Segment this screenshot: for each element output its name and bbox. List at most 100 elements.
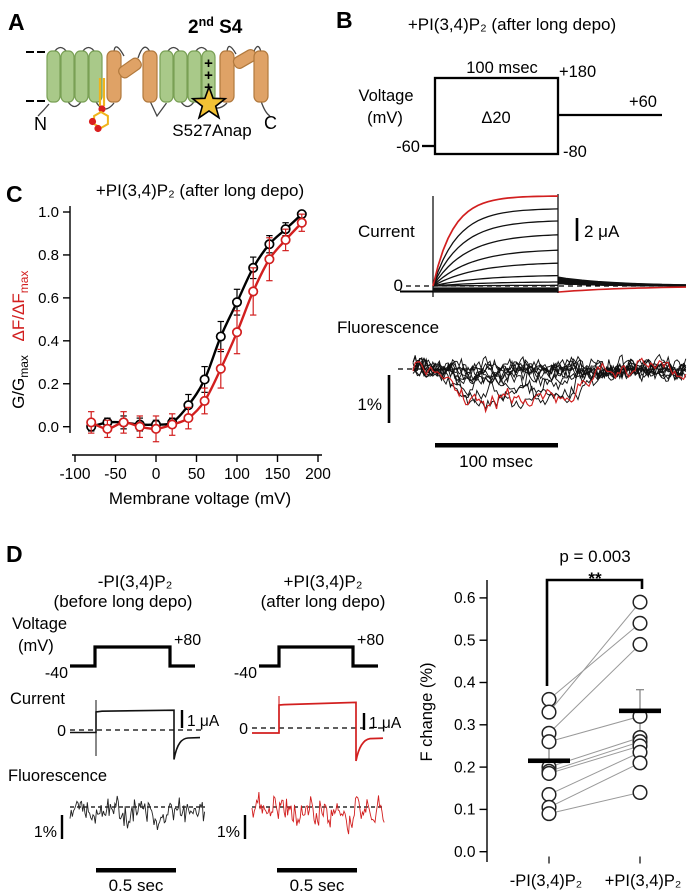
pair-line	[548, 601, 641, 713]
y-tick-label: 0.2	[454, 759, 476, 776]
x-tick-label: -50	[104, 466, 127, 483]
fluor-scalebar-label: 1%	[357, 395, 382, 414]
x-tick-label: 100	[224, 466, 250, 483]
tm-helix-green	[74, 50, 89, 103]
current-trace	[432, 281, 558, 287]
panel-b-title: +PI(3,4)P₂ (after long depo)	[408, 15, 616, 34]
y-tick-label: 0.0	[38, 419, 59, 436]
current-trace	[432, 208, 559, 287]
x-tick-label: 150	[265, 466, 291, 483]
data-point-right	[632, 636, 648, 652]
current-zero-left: 0	[57, 723, 66, 740]
y-tick-label: 0.6	[454, 590, 476, 607]
category-label-left: -PI(3,4)P₂	[510, 872, 582, 890]
current-trace	[432, 284, 558, 287]
data-point-right	[632, 594, 648, 610]
panel-d-traces: D -PI(3,4)P₂ (before long depo) +PI(3,4)…	[6, 541, 402, 895]
data-point	[199, 374, 210, 385]
current-scalebar-label-left: 1 μA	[187, 713, 220, 730]
vhold-label: -60	[396, 138, 420, 156]
inter-domain-loop	[149, 100, 168, 118]
panel-c: C +PI(3,4)P₂ (after long depo) ΔF/ΔFmax …	[6, 181, 331, 508]
data-point	[280, 234, 291, 245]
current-trace	[432, 249, 559, 287]
fluor-scalebar-label-right: 1%	[217, 824, 240, 841]
panel-c-title: +PI(3,4)P₂ (after long depo)	[96, 181, 304, 200]
timebar	[435, 443, 558, 448]
pair-line	[548, 751, 641, 796]
loop	[137, 46, 151, 59]
condition-right-title-2: (after long depo)	[261, 592, 386, 611]
anap-site-label: S527Anap	[172, 121, 251, 140]
voltage-axis-label-1: Voltage	[12, 615, 67, 633]
data-point	[296, 217, 307, 228]
data-point	[183, 413, 194, 424]
panel-b-protocol: B +PI(3,4)P₂ (after long depo) 100 msec …	[336, 7, 662, 161]
panel-d-label: D	[6, 541, 23, 567]
tm-helix-orange	[142, 50, 158, 103]
panel-b-label: B	[336, 7, 353, 33]
tm-helix-green	[173, 50, 188, 103]
condition-left-title-1: -PI(3,4)P₂	[98, 572, 173, 591]
plus-charge: +	[204, 67, 213, 84]
voltage-axis-label-2: (mV)	[18, 637, 54, 655]
current-trace	[432, 234, 559, 287]
data-point-right	[632, 784, 648, 801]
plus-charge: +	[204, 55, 213, 72]
current-trace-red	[252, 701, 384, 762]
pulse-duration-label: 100 msec	[466, 59, 538, 77]
tm-helix-green	[159, 50, 174, 103]
data-point	[248, 286, 259, 297]
d-fluor-left	[69, 795, 206, 830]
y-tick-label: 0.6	[38, 290, 59, 307]
tm-helix-green	[88, 50, 103, 103]
n-terminus-label: N	[34, 114, 47, 134]
data-point	[231, 297, 243, 308]
fluor-trace	[251, 791, 385, 835]
fluor-trace	[412, 357, 687, 414]
y-axis-label-fluorescence: ΔF/ΔFmax	[9, 271, 31, 342]
y-tick-label: 0.2	[38, 376, 59, 393]
fluor-scalebar-label-left: 1%	[34, 824, 57, 841]
d-current-left	[70, 700, 201, 760]
phosphate-dot	[88, 117, 97, 126]
data-point	[215, 331, 226, 342]
fit-curve	[90, 221, 303, 431]
data-point-right	[632, 615, 648, 631]
pair-line	[548, 622, 641, 700]
pore-helix	[118, 57, 142, 79]
current-trace	[432, 220, 559, 287]
tail-current-red	[558, 286, 687, 293]
pair-line	[548, 762, 641, 808]
x-axis-label: Membrane voltage (mV)	[109, 489, 291, 508]
y-axis-label-conductance: G/Gmax	[9, 355, 31, 409]
pair-line	[548, 715, 641, 743]
current-trace	[432, 262, 559, 287]
fluor-trace	[412, 355, 687, 387]
data-point	[199, 395, 210, 406]
current-scalebar-label: 2 μA	[584, 222, 620, 241]
p-value-label: p = 0.003	[559, 547, 630, 566]
voltage-step-left	[70, 645, 195, 668]
voltage-step-right	[259, 645, 378, 668]
timebar-left	[96, 868, 176, 873]
gv-plot: 0.0 0.2 0.4 0.6 0.8 1.0 -100 -50 0 50 100 150 200	[38, 204, 331, 483]
condition-right-title-1: +PI(3,4)P₂	[284, 572, 363, 591]
vhigh-label-right: +80	[357, 632, 384, 649]
current-zero-label: 0	[394, 276, 403, 295]
data-point	[167, 419, 178, 430]
n-terminus-loop	[37, 103, 50, 117]
pair-line	[548, 741, 641, 772]
transmembrane-helices	[46, 49, 269, 103]
voltage-axis-label-2: (mV)	[367, 109, 403, 127]
fluor-trace	[412, 354, 686, 385]
data-point	[102, 423, 113, 434]
timebar-label-right: 0.5 sec	[290, 876, 345, 895]
current-trace	[432, 274, 559, 287]
fluor-trace	[413, 361, 686, 404]
loop	[179, 100, 196, 108]
tm-helix-orange	[253, 50, 269, 103]
panel-c-label: C	[6, 181, 23, 207]
data-point-left	[541, 704, 557, 720]
